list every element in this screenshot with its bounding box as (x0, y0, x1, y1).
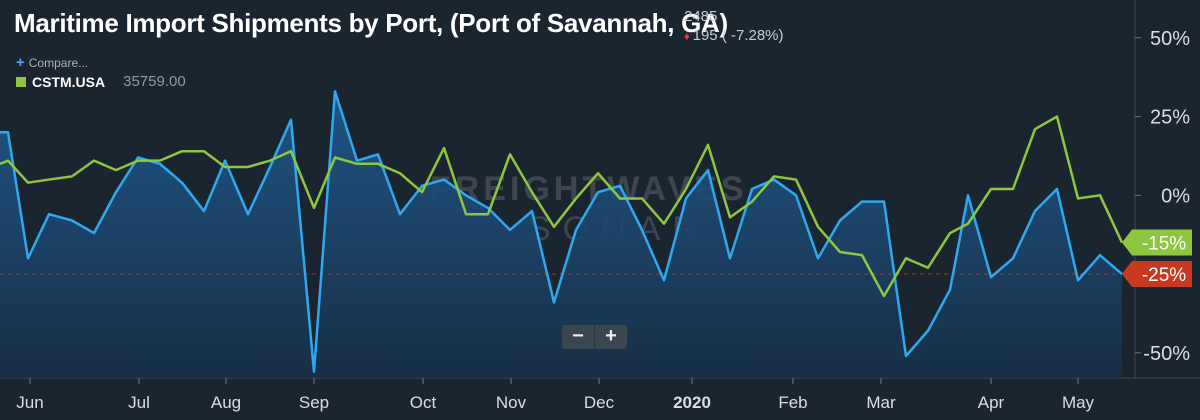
x-tick-label: Sep (299, 393, 329, 412)
y-tick-label: 25% (1150, 107, 1190, 129)
area-layer (0, 91, 1135, 379)
x-tick-label: Dec (584, 393, 615, 412)
line-layer (0, 90, 1124, 373)
zoom-out-button[interactable]: − (572, 325, 584, 347)
x-tick-label: Mar (866, 393, 896, 412)
last-value-tag-red: -25% (1122, 261, 1192, 288)
x-tick-label: Nov (496, 393, 527, 412)
x-tick-label: Jun (16, 393, 43, 412)
last-value-tag-red-label: -25% (1142, 265, 1186, 286)
series-2-line (0, 115, 1124, 298)
x-tick-label: Oct (410, 393, 437, 412)
compare-button[interactable]: + Compare... (16, 54, 88, 71)
x-tick-label: May (1062, 393, 1095, 412)
x-tick-label: Aug (211, 393, 241, 412)
legend-value: 35759.00 (123, 73, 186, 90)
legend-swatch (16, 76, 26, 87)
last-value-tag-green: -15% (1122, 229, 1192, 256)
axis-layer: 50% 25% 0% -50% Jun Jul Aug Sep Oct Nov Dec 2020 Feb… (16, 28, 1192, 412)
legend-symbol[interactable]: CSTM.USA (32, 73, 106, 90)
current-value: 2485 (684, 8, 718, 25)
x-tick-label: 2020 (673, 393, 711, 412)
down-arrow-icon: ♦ (684, 31, 690, 43)
last-value-tag-green-shape (1122, 229, 1192, 256)
legend: CSTM.USA 35759.00 (16, 73, 186, 90)
series-1-line (0, 90, 1123, 373)
y-tick-label: -50% (1143, 343, 1190, 365)
series-1-area (0, 91, 1122, 379)
value-change: ♦ 195 ( -7.28%) (684, 26, 784, 47)
x-tick-label: Apr (978, 393, 1005, 412)
chart-title: Maritime Import Shipments by Port, (Port… (14, 8, 728, 38)
y-tick-label: 50% (1150, 28, 1190, 50)
y-tick-label: 0% (1161, 185, 1190, 207)
last-value-tag-red-shape (1122, 261, 1192, 288)
plus-icon: + (16, 54, 25, 71)
value-box: 2485 ♦ 195 ( -7.28%) (684, 7, 784, 47)
value-change-text: 195 ( -7.28%) (692, 27, 784, 44)
x-tick-label: Jul (128, 393, 150, 412)
last-value-tag-green-label: -15% (1142, 234, 1186, 255)
x-tick-label: Feb (778, 393, 807, 412)
zoom-controls: − + (562, 325, 627, 349)
compare-label: Compare... (28, 56, 89, 70)
zoom-in-button[interactable]: + (594, 325, 627, 349)
